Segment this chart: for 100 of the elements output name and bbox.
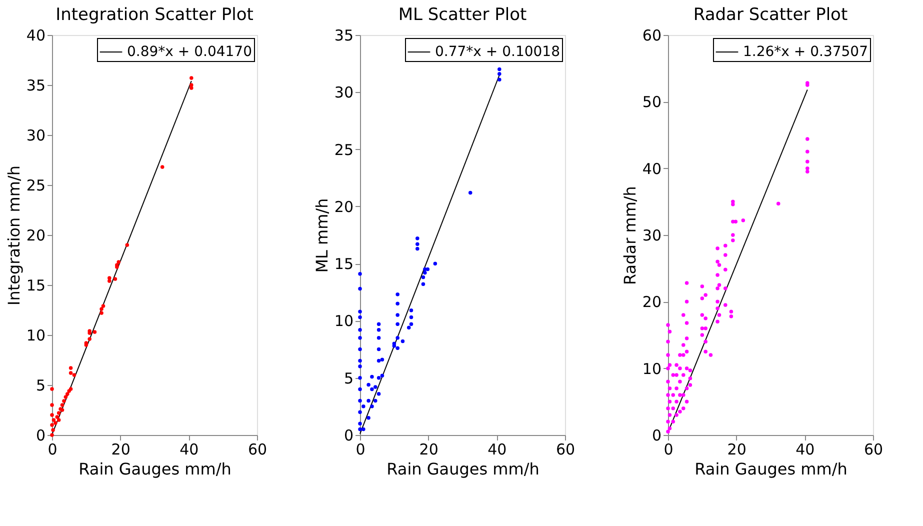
y-tick-label: 50 [642,93,662,112]
point [50,413,54,417]
point [358,358,362,363]
y-tick-label: 60 [642,26,662,44]
point [51,428,55,432]
y-tick-label: 25 [334,140,354,159]
point [113,277,118,281]
point [362,427,366,432]
point [50,423,54,427]
point [92,330,97,334]
y-tick-label: 20 [642,293,662,312]
x-axis-title: Rain Gauges mm/h [386,460,540,478]
point [366,382,370,387]
y-tick-label: 10 [334,312,354,330]
chart-title: ML Scatter Plot [398,5,527,25]
point [64,395,68,399]
x-tick-label: 60 [864,440,884,458]
point [50,387,54,391]
point [376,392,381,396]
point [376,322,381,326]
point [396,313,400,317]
point [376,328,381,332]
point [374,385,378,389]
point [380,358,384,362]
point [358,315,362,320]
point [358,347,362,352]
x-tick-label: 20 [111,440,130,458]
y-tick-label: 30 [26,126,46,144]
point [190,83,194,87]
y-tick-label: 20 [334,198,354,216]
legend-label: 0.77*x + 0.10018 [435,44,560,60]
point [108,276,112,280]
y-tick-label: 15 [334,255,354,274]
point [60,403,64,407]
y-tick-label: 40 [26,26,46,44]
point [358,310,362,314]
legend-label: 0.89*x + 0.04170 [127,44,252,60]
point [409,322,414,326]
y-tick-label: 40 [642,160,662,178]
point [358,398,362,403]
x-tick-label: 20 [419,440,438,458]
point [498,78,502,82]
x-tick-label: 40 [180,440,199,458]
y-axis-title: ML mm/h [312,198,332,273]
point [190,86,194,90]
point [88,337,92,341]
point [358,427,362,432]
point [392,342,396,346]
point [358,422,362,426]
point [433,262,438,266]
y-tick-label: 5 [36,376,46,394]
point [370,374,374,379]
point [366,398,370,403]
chart-title: Integration Scatter Plot [56,5,254,25]
y-tick-label: 10 [642,360,662,378]
point [409,315,414,320]
point [54,421,58,425]
point [498,67,502,72]
x-tick-label: 0 [356,440,366,458]
point [376,347,381,352]
point [426,267,430,272]
point [400,339,405,344]
point [409,308,414,312]
point [125,243,130,247]
point [72,373,76,377]
point [423,270,427,275]
point [160,165,164,169]
point [498,72,502,76]
point [421,282,426,286]
x-axis-title: Rain Gauges mm/h [78,460,232,478]
point [396,292,400,296]
legend-label: 1.26*x + 0.37507 [743,44,868,60]
point [362,404,366,408]
x-tick-label: 40 [488,440,507,458]
point [101,304,106,308]
y-tick-label: 0 [344,426,354,444]
x-tick-label: 0 [48,440,58,458]
point [358,376,362,380]
point [468,190,472,195]
point [100,311,104,315]
point [416,246,420,251]
point [116,260,120,264]
y-tick-label: 10 [26,326,46,344]
point [62,399,66,403]
point [406,326,411,330]
y-axis-title: Radar mm/h [620,186,640,285]
point [370,404,374,408]
point [100,307,104,311]
y-tick-label: 30 [334,84,354,102]
y-tick-label: 35 [334,26,354,44]
point [50,403,54,407]
point [68,366,73,370]
x-tick-label: 0 [664,440,674,458]
point [66,392,70,396]
x-tick-label: 60 [248,440,268,458]
point [358,410,362,414]
point [376,376,381,380]
point [396,322,400,326]
point [416,236,420,240]
point [358,328,362,332]
